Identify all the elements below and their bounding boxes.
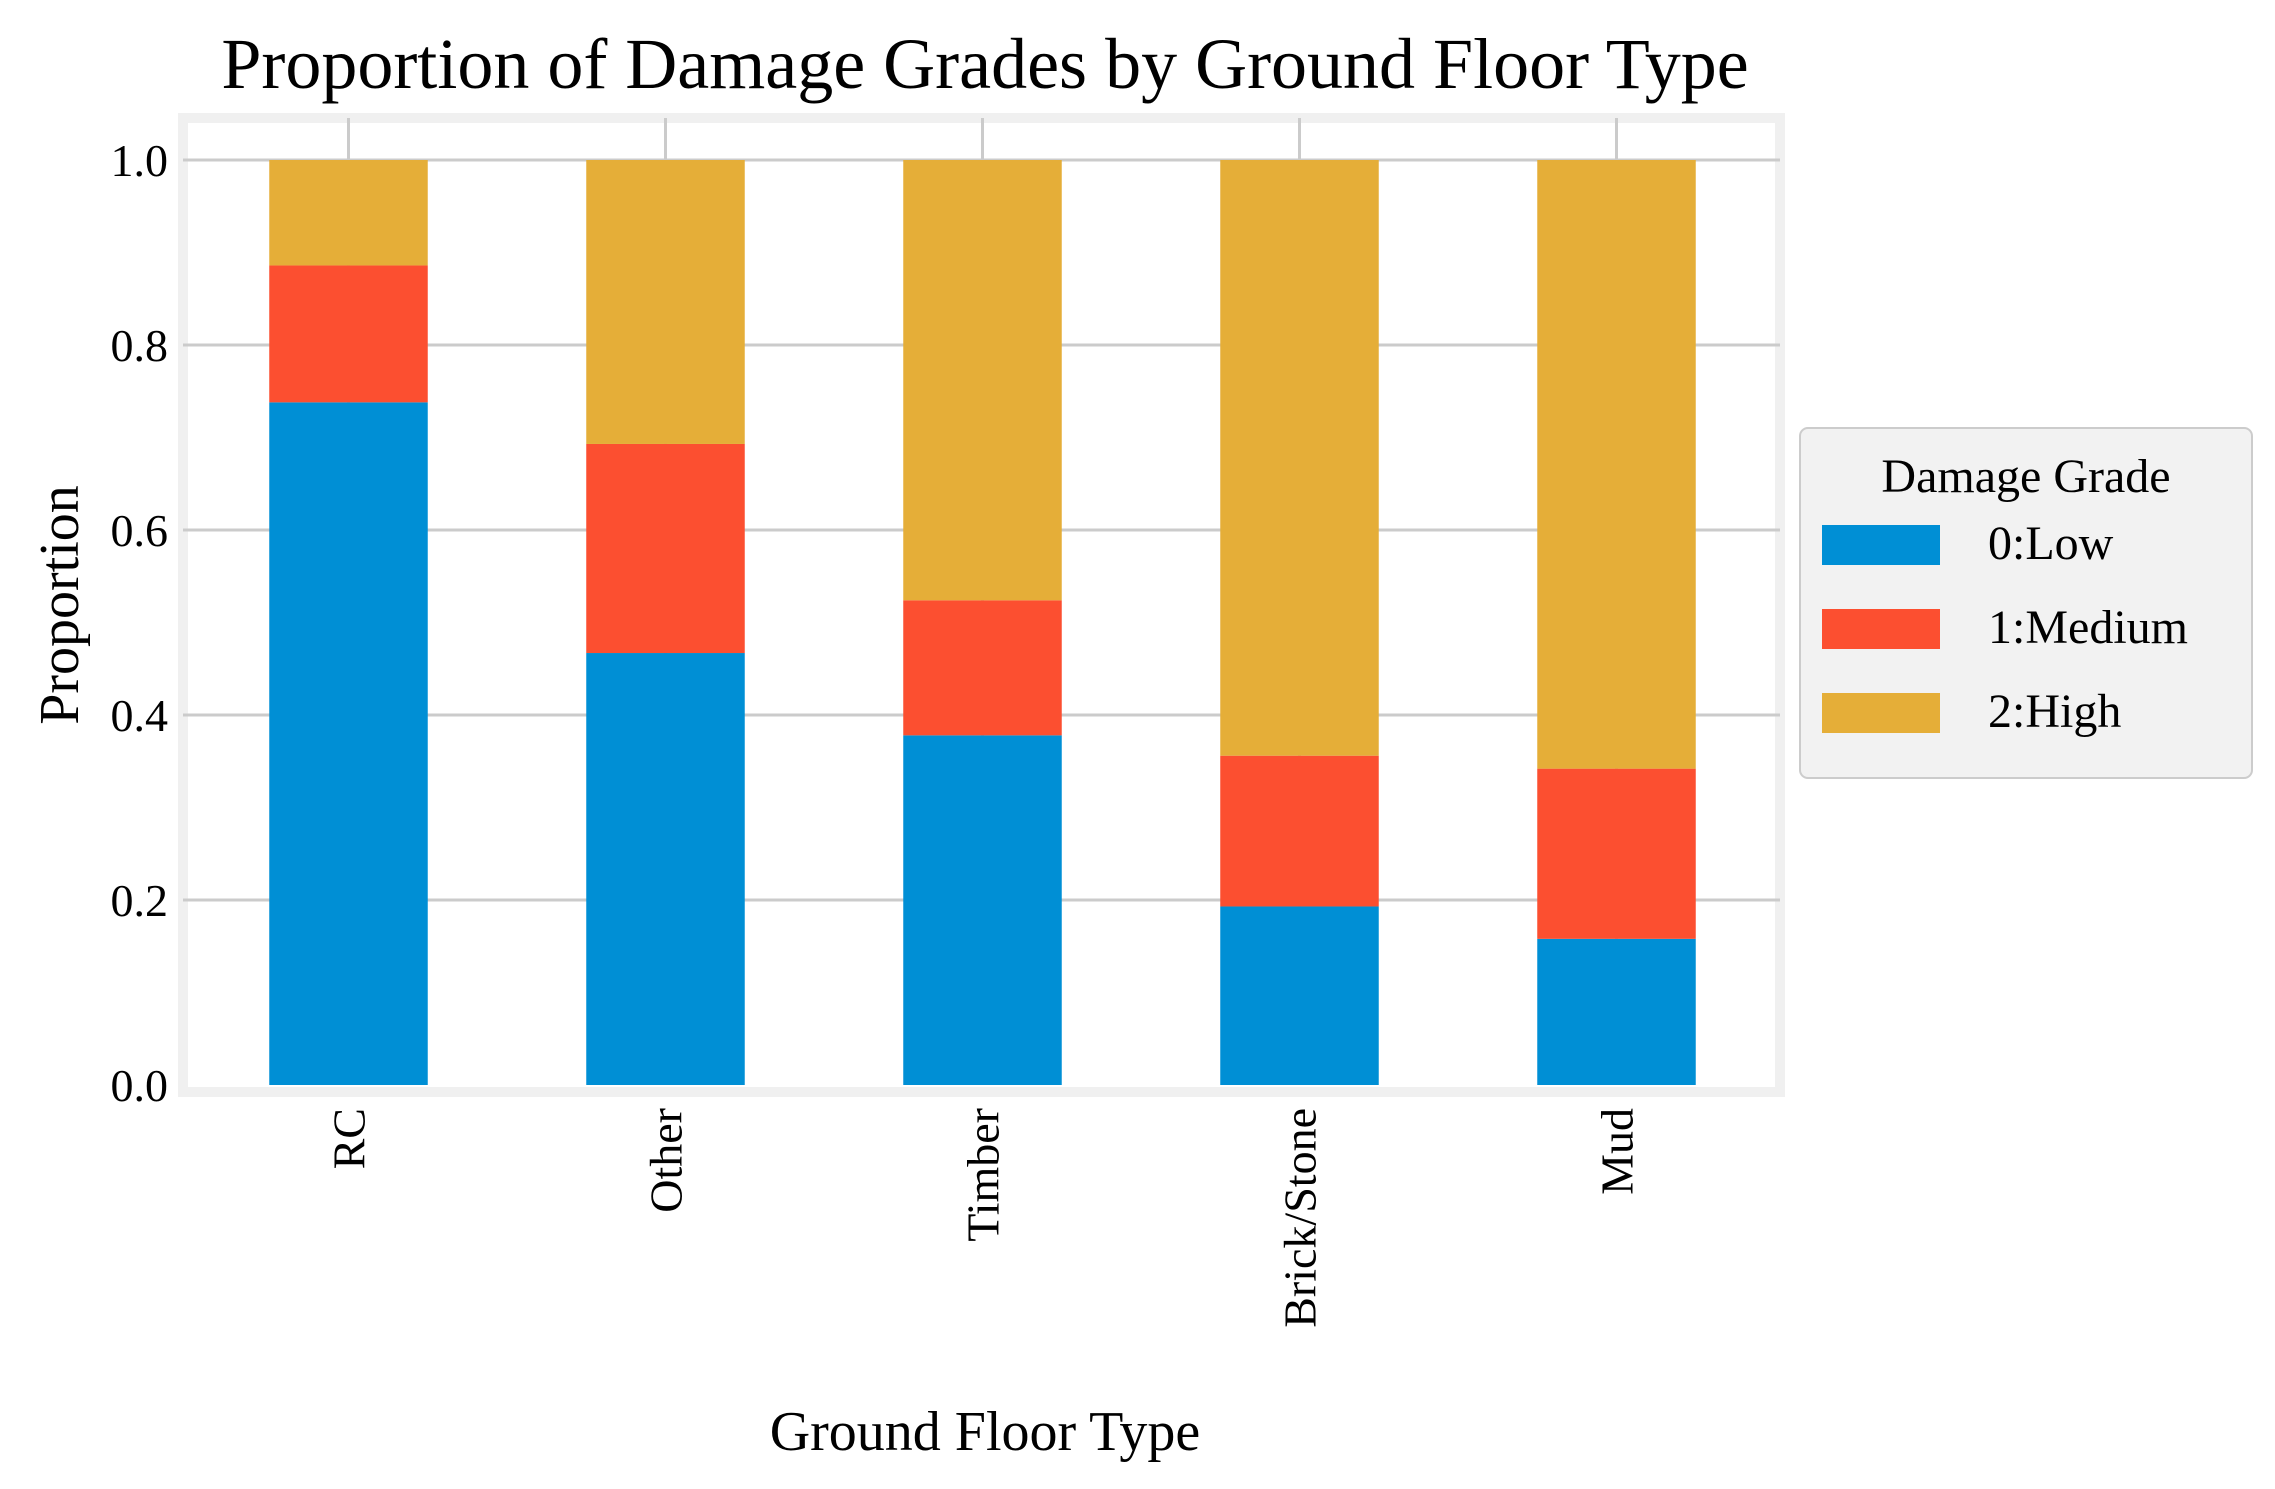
bar-1-medium (586, 443, 745, 654)
legend-label: 1:Medium (1988, 601, 2188, 654)
legend-swatch (1822, 609, 1940, 649)
bar-0-low (586, 653, 745, 1085)
x-tick-label: RC (324, 1108, 375, 1169)
bar-1-medium (1537, 768, 1696, 939)
bar-2-high (903, 160, 1062, 601)
y-tick-label: 0.4 (111, 690, 169, 741)
bar-0-low (903, 735, 1062, 1085)
y-tick-label: 0.0 (111, 1060, 169, 1111)
bar-2-high (1220, 160, 1379, 756)
legend-label: 0:Low (1988, 517, 2114, 570)
bar-0-low (269, 402, 428, 1086)
x-tick-label: Mud (1592, 1108, 1643, 1195)
bar-2-high (269, 160, 428, 266)
legend-title: Damage Grade (1881, 450, 2170, 503)
y-tick-label: 0.2 (111, 875, 169, 926)
y-tick-label: 0.8 (111, 320, 169, 371)
bar-1-medium (269, 265, 428, 403)
legend: Damage Grade 0:Low 1:Medium 2:High (1799, 427, 2253, 779)
legend-swatch (1822, 693, 1940, 733)
y-axis-title: Proportion (29, 485, 91, 725)
legend-box (1799, 427, 2253, 779)
y-tick-label: 0.6 (111, 505, 169, 556)
legend-swatch (1822, 525, 1940, 565)
chart-title: Proportion of Damage Grades by Ground Fl… (221, 24, 1748, 104)
bar-2-high (586, 160, 745, 444)
x-tick-label: Timber (958, 1108, 1009, 1242)
plot-area: 0.0 0.2 0.4 0.6 0.8 1.0 RC Other Timber Brick/Sto… (111, 113, 1785, 1328)
bar-0-low (1220, 906, 1379, 1085)
x-axis-title: Ground Floor Type (770, 1401, 1201, 1463)
x-tick-label: Brick/Stone (1275, 1108, 1326, 1328)
y-tick-label: 1.0 (111, 135, 169, 186)
x-tick-label: Other (641, 1108, 692, 1213)
bar-1-medium (903, 600, 1062, 736)
legend-label: 2:High (1988, 685, 2121, 738)
bar-2-high (1537, 160, 1696, 769)
bar-0-low (1537, 938, 1696, 1085)
bar-1-medium (1220, 755, 1379, 907)
